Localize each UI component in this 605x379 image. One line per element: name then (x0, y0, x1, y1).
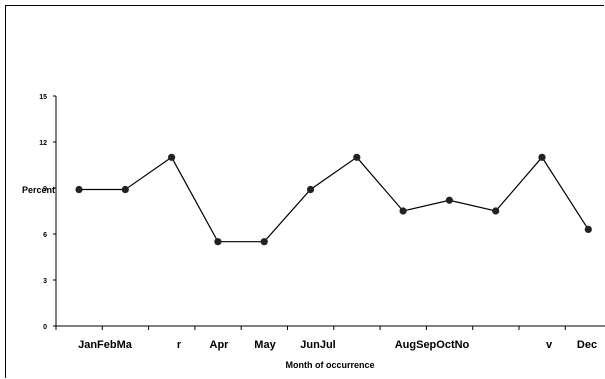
x-tick-label: AugSepOctNo (395, 339, 470, 351)
data-point-dec (584, 225, 592, 233)
x-tick-label: JunJul (300, 339, 335, 351)
data-point-feb (121, 185, 129, 194)
x-axis-ticks (55, 326, 566, 330)
data-point-may (260, 238, 268, 246)
x-tick-label: Apr (210, 339, 230, 351)
x-axis-labels: JanFebMa r Apr May JunJul AugSepOctNo v Dec (78, 339, 597, 351)
y-axis-label: Percent (22, 185, 55, 195)
y-tick-label: 15 (39, 94, 47, 101)
data-point-jul (353, 153, 361, 161)
x-tick-label: v (546, 339, 553, 351)
x-tick-label: Dec (577, 339, 597, 351)
y-axis-ticks: 0 3 6 9 12 15 (39, 94, 56, 331)
x-tick-label: r (177, 339, 182, 351)
data-points (75, 153, 592, 246)
y-tick-label: 3 (43, 278, 47, 285)
x-tick-label: May (254, 339, 276, 351)
data-point-aug (399, 207, 407, 215)
chart-frame (5, 5, 604, 378)
x-axis-label: Month of occurrence (285, 360, 374, 370)
x-tick-label: JanFebMa (78, 339, 133, 351)
y-tick-label: 9 (43, 186, 47, 193)
series-line (79, 156, 589, 243)
y-tick-label: 6 (43, 232, 47, 239)
data-point-oct (492, 207, 500, 215)
y-tick-label: 12 (39, 140, 47, 147)
data-point-mar (168, 153, 176, 161)
data-point-sep (445, 196, 453, 204)
data-point-jun (306, 185, 315, 194)
data-point-nov (538, 153, 546, 161)
data-point-jan (75, 185, 83, 194)
data-point-apr (214, 238, 222, 246)
y-tick-label: 0 (43, 324, 47, 331)
